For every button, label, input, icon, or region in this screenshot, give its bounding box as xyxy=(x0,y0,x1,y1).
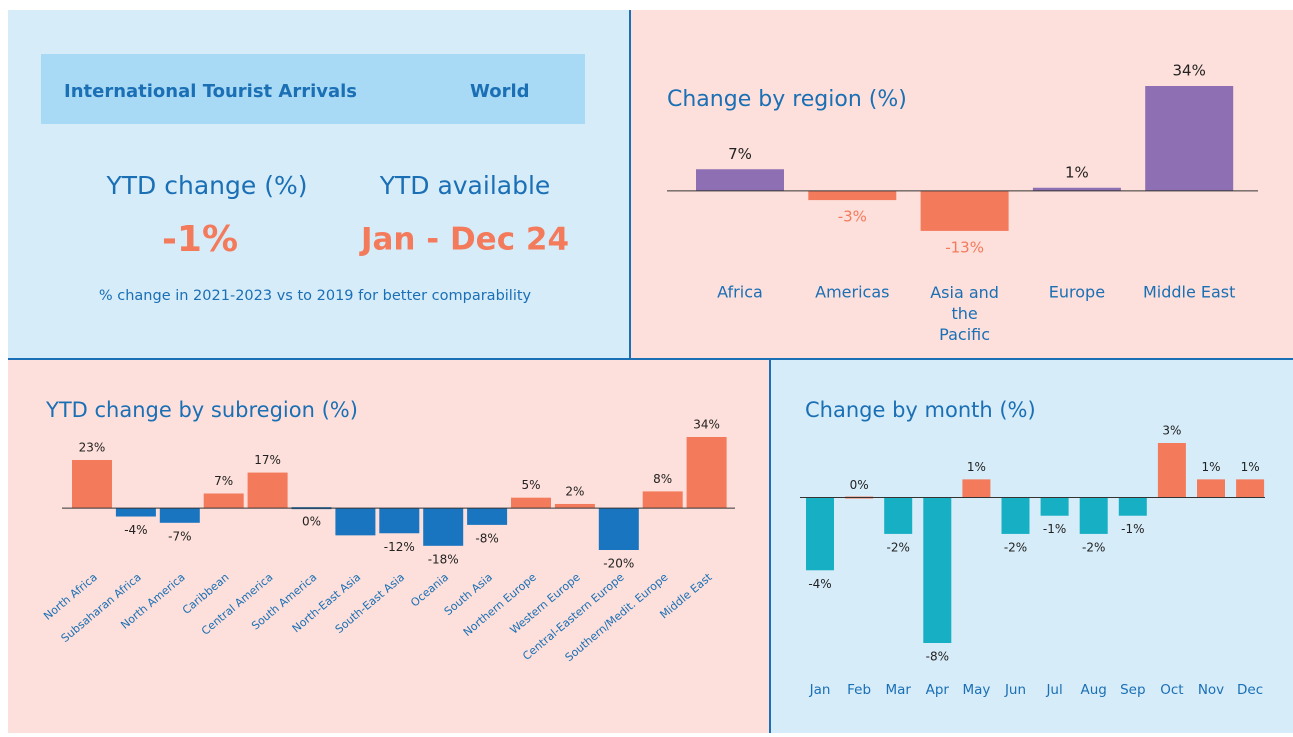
header-region: World xyxy=(470,81,530,102)
value-label: -2% xyxy=(1004,540,1027,554)
bar xyxy=(920,190,1009,231)
bar xyxy=(696,169,784,191)
bar xyxy=(203,493,244,509)
value-label: -12% xyxy=(384,540,415,554)
header-title: International Tourist Arrivals xyxy=(64,81,357,102)
x-tick-label: Feb xyxy=(847,682,871,698)
bar xyxy=(923,497,952,643)
value-label: -1% xyxy=(1121,522,1144,536)
bar xyxy=(1118,497,1147,516)
header-box xyxy=(41,54,585,124)
value-label: -2% xyxy=(1082,540,1105,554)
bar xyxy=(686,437,727,509)
bar xyxy=(159,508,200,523)
value-label: 17% xyxy=(254,453,281,467)
month-panel xyxy=(770,360,1293,733)
value-label: -3% xyxy=(838,208,867,226)
bar xyxy=(379,508,420,534)
x-tick-label: Asia and the Pacific xyxy=(930,283,999,344)
value-label: 3% xyxy=(1162,424,1181,438)
value-label: 23% xyxy=(79,441,106,455)
x-tick-label: Middle East xyxy=(1143,283,1235,302)
bar xyxy=(247,472,288,509)
value-label: 0% xyxy=(850,478,869,492)
x-tick-label: May xyxy=(962,682,990,698)
value-label: 1% xyxy=(1065,163,1089,181)
bar xyxy=(423,508,464,546)
kpi-label: YTD available xyxy=(379,171,551,200)
value-label: 34% xyxy=(1173,62,1206,80)
value-label: -2% xyxy=(887,540,910,554)
kpi-label: YTD change (%) xyxy=(106,171,308,200)
value-label: 34% xyxy=(693,418,720,432)
x-tick-label: Aug xyxy=(1081,682,1107,698)
subregion-panel xyxy=(8,360,770,733)
kpi-value: Jan - Dec 24 xyxy=(359,222,569,258)
bar xyxy=(72,460,112,509)
bar xyxy=(1079,497,1108,534)
value-label: -1% xyxy=(1043,522,1066,536)
chart-title: YTD change by subregion (%) xyxy=(45,398,358,422)
chart-title: Change by month (%) xyxy=(805,398,1036,422)
bar xyxy=(884,497,913,534)
value-label: -20% xyxy=(603,557,634,571)
x-tick-label: Africa xyxy=(717,283,763,302)
bar xyxy=(962,479,991,498)
value-label: 0% xyxy=(302,515,321,529)
bar xyxy=(511,497,551,509)
bar xyxy=(1001,497,1030,534)
x-tick-label: Apr xyxy=(926,682,950,698)
bar xyxy=(808,190,897,201)
x-tick-label: Nov xyxy=(1198,682,1224,698)
value-label: 2% xyxy=(565,484,584,498)
x-tick-label: Americas xyxy=(815,283,889,302)
bar xyxy=(554,503,595,509)
value-label: 1% xyxy=(1201,460,1220,474)
value-label: 8% xyxy=(653,472,672,486)
value-label: -4% xyxy=(124,523,147,537)
bar xyxy=(1145,86,1234,191)
bar xyxy=(1197,479,1225,498)
bar xyxy=(1157,443,1186,498)
value-label: -7% xyxy=(168,529,191,543)
bar xyxy=(598,508,639,550)
x-tick-label: Dec xyxy=(1237,682,1263,698)
value-label: -8% xyxy=(475,531,498,545)
bar xyxy=(806,497,834,571)
x-tick-label: Mar xyxy=(885,682,911,698)
value-label: -4% xyxy=(808,577,831,591)
bar xyxy=(1236,479,1265,498)
value-label: -18% xyxy=(428,552,459,566)
x-tick-label: Sep xyxy=(1120,682,1145,698)
chart-title: Change by region (%) xyxy=(667,87,907,112)
x-tick-label: Jul xyxy=(1045,682,1062,698)
bar xyxy=(115,508,156,517)
x-tick-label: Jan xyxy=(809,682,831,698)
bar xyxy=(335,508,376,536)
value-label: 7% xyxy=(728,145,752,163)
value-label: 1% xyxy=(1241,460,1260,474)
bar xyxy=(642,491,683,509)
value-label: -8% xyxy=(926,650,949,664)
x-tick-label: Europe xyxy=(1049,283,1105,302)
x-tick-label: Oct xyxy=(1160,682,1183,698)
bar xyxy=(1032,187,1121,191)
value-label: 1% xyxy=(967,460,986,474)
bar xyxy=(467,508,508,525)
bar xyxy=(1040,497,1069,516)
kpi-value: -1% xyxy=(162,219,238,260)
value-label: -13% xyxy=(945,238,984,256)
note: % change in 2021-2023 vs to 2019 for bet… xyxy=(99,288,532,304)
value-label: 7% xyxy=(214,474,233,488)
x-tick-label: Jun xyxy=(1004,682,1026,698)
value-label: 5% xyxy=(521,478,540,492)
